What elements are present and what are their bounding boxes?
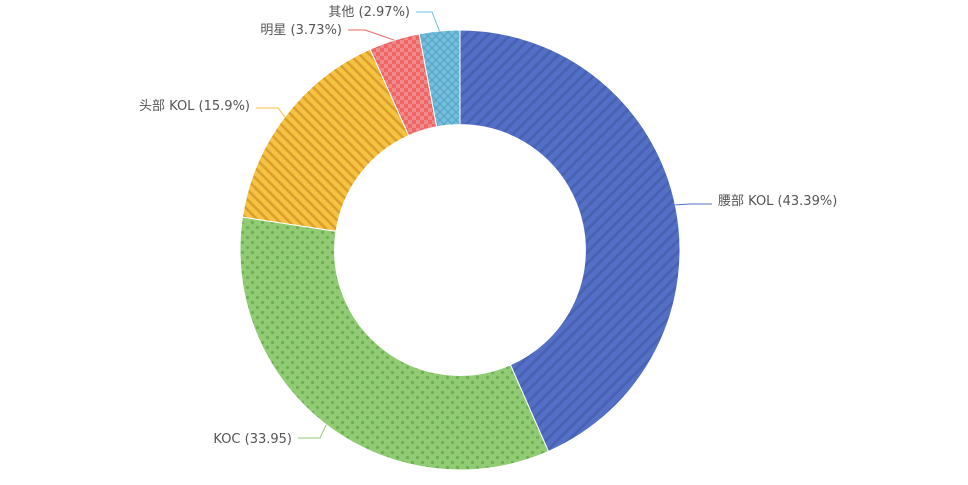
slice-label: KOC (33.95) <box>213 432 292 447</box>
label-leader-line <box>348 29 395 41</box>
label-leader-line <box>298 424 327 439</box>
slice-label: 腰部 KOL (43.39%) <box>718 194 837 209</box>
slice-label: 明星 (3.73%) <box>260 23 342 38</box>
label-leader-line <box>256 107 286 118</box>
donut-slice-1[interactable] <box>459 29 681 453</box>
label-leader-line <box>416 11 440 32</box>
donut-slice-2[interactable] <box>239 216 550 471</box>
slice-label: 其他 (2.97%) <box>328 5 410 20</box>
label-leader-line <box>675 203 712 206</box>
slice-label: 头部 KOL (15.9%) <box>139 99 250 114</box>
donut-slice-5[interactable] <box>418 29 461 128</box>
